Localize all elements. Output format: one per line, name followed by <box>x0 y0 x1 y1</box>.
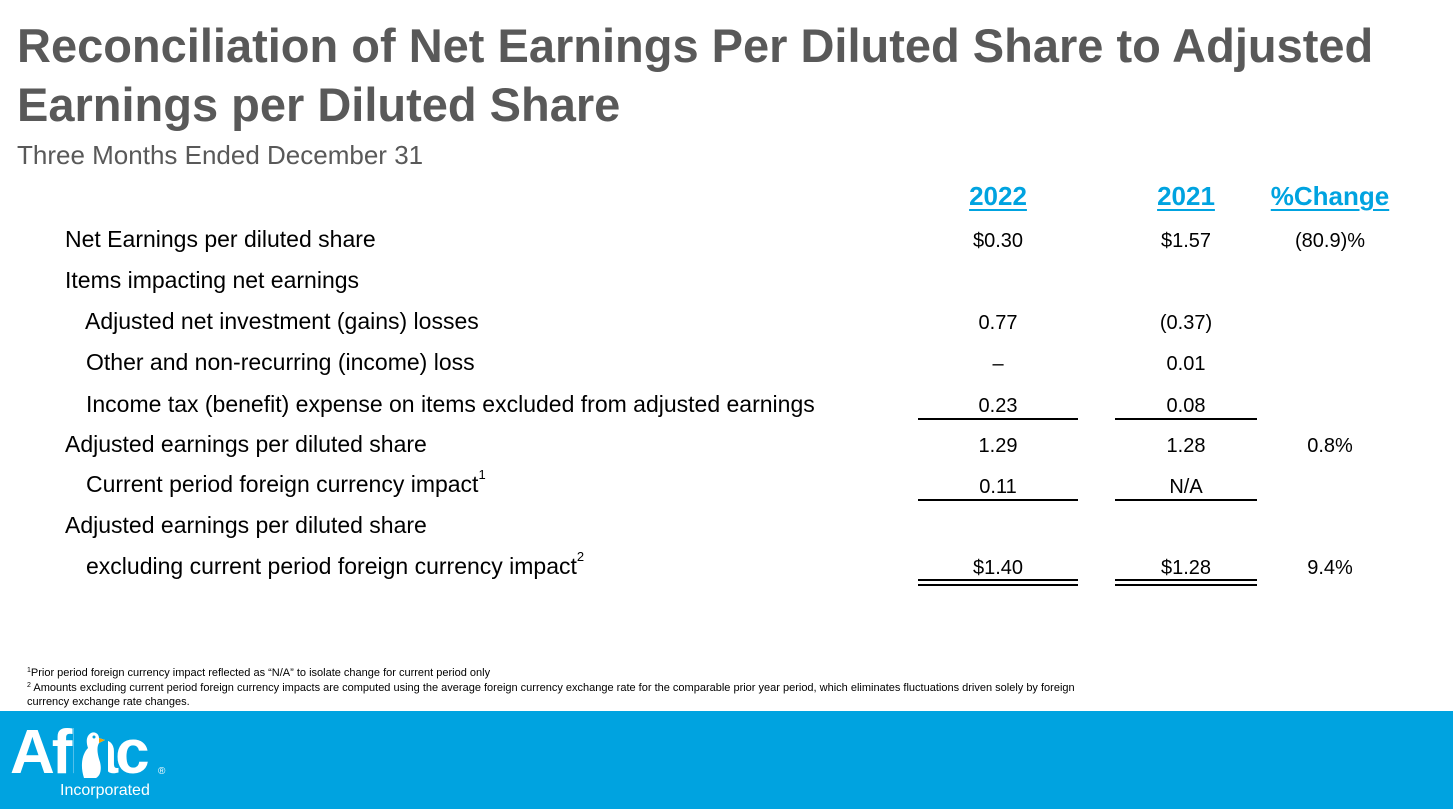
value-2021: 0.01 <box>1166 353 1206 375</box>
row-label-text: Current period foreign currency impact <box>86 471 479 497</box>
value-2021: (0.37) <box>1159 312 1213 334</box>
value-change: 0.8% <box>1307 435 1353 457</box>
row-label-items-impacting: Items impacting net earnings <box>65 267 360 293</box>
value-2022: 1.29 <box>978 435 1018 457</box>
row-label-income-tax: Income tax (benefit) expense on items ex… <box>86 391 815 417</box>
footnote-2: 2 Amounts excluding current period forei… <box>27 681 1077 710</box>
row-label-text: excluding current period foreign currenc… <box>86 553 577 579</box>
page-subtitle: Three Months Ended December 31 <box>17 140 424 170</box>
row-label-net-earnings: Net Earnings per diluted share <box>65 226 376 252</box>
value-2021: N/A <box>1169 476 1203 498</box>
registered-mark: ® <box>158 766 166 777</box>
value-2021: $1.28 <box>1160 557 1212 579</box>
value-2022: $1.40 <box>972 557 1024 579</box>
row-label-adjusted-earnings: Adjusted earnings per diluted share <box>65 431 427 457</box>
total-double-rule <box>1115 579 1257 586</box>
total-double-rule <box>918 579 1078 586</box>
footnote-text: Amounts excluding current period foreign… <box>27 681 1075 709</box>
row-label-other-nonrecurring: Other and non-recurring (income) loss <box>86 349 475 375</box>
footnote-text: Prior period foreign currency impact ref… <box>30 667 491 679</box>
subtotal-rule <box>1115 418 1257 420</box>
value-change: 9.4% <box>1307 557 1353 579</box>
value-2022: 0.11 <box>979 476 1017 498</box>
subtotal-rule <box>918 418 1078 420</box>
page-title: Reconciliation of Net Earnings Per Dilut… <box>17 19 1374 131</box>
footnotes: 1Prior period foreign currency impact re… <box>27 666 1077 710</box>
column-header-change: %Change <box>1270 181 1390 211</box>
row-label-foreign-currency-impact: Current period foreign currency impact1 <box>86 467 486 498</box>
footnote-1: 1Prior period foreign currency impact re… <box>27 666 1077 681</box>
footnote-ref: 1 <box>478 467 486 482</box>
duck-icon <box>74 726 108 782</box>
value-2022: 0.23 <box>978 395 1018 417</box>
company-subtitle: Incorporated <box>60 782 150 799</box>
value-2021: 0.08 <box>1166 395 1206 417</box>
value-change: (80.9)% <box>1294 230 1366 252</box>
column-header-2021: 2021 <box>1157 181 1215 211</box>
footer-band <box>0 711 1453 809</box>
row-label-excluding-currency: excluding current period foreign currenc… <box>86 549 584 580</box>
subtotal-rule <box>1115 499 1257 501</box>
value-2022: – <box>992 353 1004 375</box>
row-label-adjusted-earnings-excl: Adjusted earnings per diluted share <box>65 512 427 538</box>
footnote-mark: 2 <box>27 681 31 689</box>
footnote-ref: 2 <box>576 549 585 564</box>
value-2022: $0.30 <box>972 230 1024 252</box>
value-2021: 1.28 <box>1166 435 1206 457</box>
subtotal-rule <box>918 499 1078 501</box>
column-header-2022: 2022 <box>969 181 1027 211</box>
value-2022: 0.77 <box>978 312 1018 334</box>
value-2021: $1.57 <box>1160 230 1212 252</box>
row-label-investment-gains: Adjusted net investment (gains) losses <box>85 308 479 334</box>
footnote-mark: 1 <box>27 667 31 674</box>
